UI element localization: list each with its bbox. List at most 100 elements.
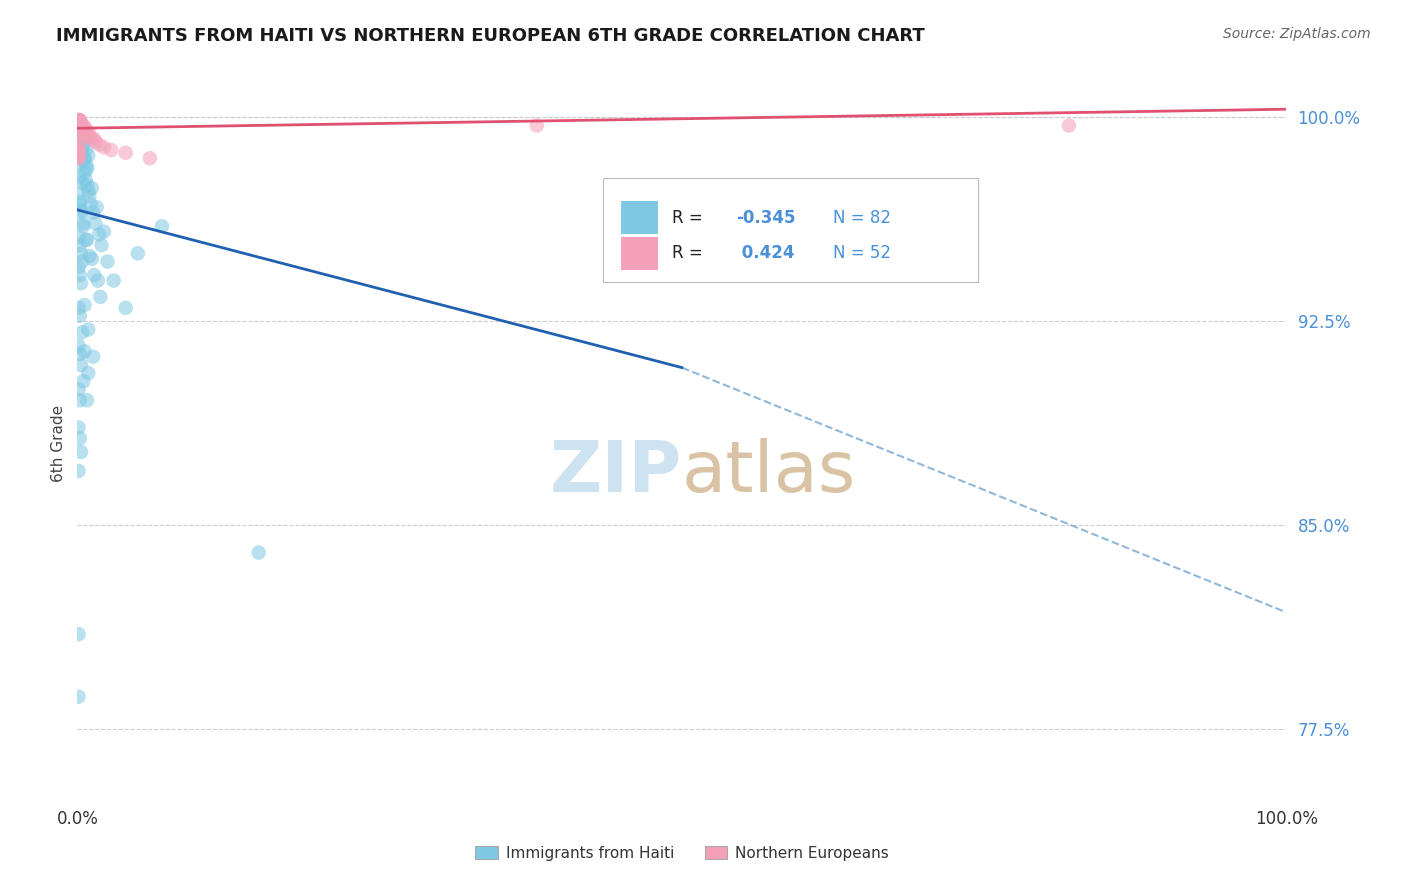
Point — [67, 151, 90, 165]
Point — [73, 344, 96, 359]
Point — [76, 162, 98, 177]
Point — [1057, 119, 1080, 133]
Point — [69, 113, 91, 128]
Text: N = 82: N = 82 — [832, 209, 891, 227]
Point — [69, 137, 91, 152]
Point — [84, 217, 107, 231]
Point — [69, 238, 91, 252]
Point — [103, 274, 125, 288]
Point — [67, 129, 90, 144]
Point — [70, 121, 93, 136]
Point — [70, 143, 93, 157]
Point — [80, 181, 103, 195]
Point — [67, 119, 90, 133]
Text: atlas: atlas — [682, 438, 856, 507]
Text: -0.345: -0.345 — [737, 209, 796, 227]
Point — [69, 431, 91, 445]
Point — [79, 189, 101, 203]
Point — [69, 119, 91, 133]
Point — [67, 464, 90, 478]
Point — [70, 129, 93, 144]
Point — [87, 274, 110, 288]
Point — [79, 127, 101, 141]
Point — [67, 260, 90, 274]
Point — [90, 238, 112, 252]
Point — [69, 170, 91, 185]
Point — [89, 290, 111, 304]
Text: Source: ZipAtlas.com: Source: ZipAtlas.com — [1223, 27, 1371, 41]
Point — [84, 135, 107, 149]
Point — [80, 252, 103, 266]
Point — [82, 350, 104, 364]
Point — [70, 205, 93, 219]
Point — [82, 205, 104, 219]
Point — [70, 121, 93, 136]
Point — [75, 143, 97, 157]
Point — [67, 116, 90, 130]
Point — [70, 132, 93, 146]
Point — [76, 159, 98, 173]
Point — [72, 121, 94, 136]
Point — [69, 116, 91, 130]
Point — [77, 129, 100, 144]
Point — [72, 219, 94, 234]
FancyBboxPatch shape — [603, 178, 979, 282]
Point — [67, 119, 90, 133]
Point — [67, 383, 90, 397]
Point — [67, 140, 90, 154]
Point — [67, 116, 90, 130]
Point — [70, 325, 93, 339]
Point — [75, 121, 97, 136]
Point — [67, 113, 90, 128]
Point — [67, 690, 90, 704]
Point — [76, 178, 98, 193]
Point — [69, 268, 91, 282]
Text: N = 52: N = 52 — [832, 244, 891, 262]
Point — [69, 309, 91, 323]
Point — [73, 298, 96, 312]
Point — [139, 151, 162, 165]
Point — [77, 322, 100, 336]
Point — [70, 246, 93, 260]
Point — [70, 140, 93, 154]
Point — [67, 129, 90, 144]
Point — [67, 143, 90, 157]
Legend: Immigrants from Haiti, Northern Europeans: Immigrants from Haiti, Northern European… — [470, 839, 894, 867]
Point — [70, 358, 93, 372]
Point — [67, 113, 90, 128]
Point — [67, 113, 90, 128]
Text: ZIP: ZIP — [550, 438, 682, 507]
Point — [150, 219, 173, 234]
Point — [77, 148, 100, 162]
Point — [72, 151, 94, 165]
Point — [73, 165, 96, 179]
Point — [67, 137, 90, 152]
Point — [73, 153, 96, 168]
Point — [79, 197, 101, 211]
Point — [70, 116, 93, 130]
Point — [75, 124, 97, 138]
Point — [67, 301, 90, 315]
Point — [67, 124, 90, 138]
Point — [73, 124, 96, 138]
Point — [72, 124, 94, 138]
Point — [67, 186, 90, 201]
Point — [70, 119, 93, 133]
Point — [67, 230, 90, 244]
Point — [93, 225, 115, 239]
Point — [69, 119, 91, 133]
Text: 0.424: 0.424 — [737, 244, 794, 262]
Point — [72, 119, 94, 133]
Point — [67, 137, 90, 152]
Bar — [621, 202, 658, 234]
Point — [76, 233, 98, 247]
Point — [72, 137, 94, 152]
Point — [70, 176, 93, 190]
Point — [87, 137, 110, 152]
Point — [69, 197, 91, 211]
Point — [79, 129, 101, 144]
Point — [86, 200, 108, 214]
Y-axis label: 6th Grade: 6th Grade — [51, 405, 66, 483]
Point — [67, 420, 90, 434]
Point — [69, 116, 91, 130]
